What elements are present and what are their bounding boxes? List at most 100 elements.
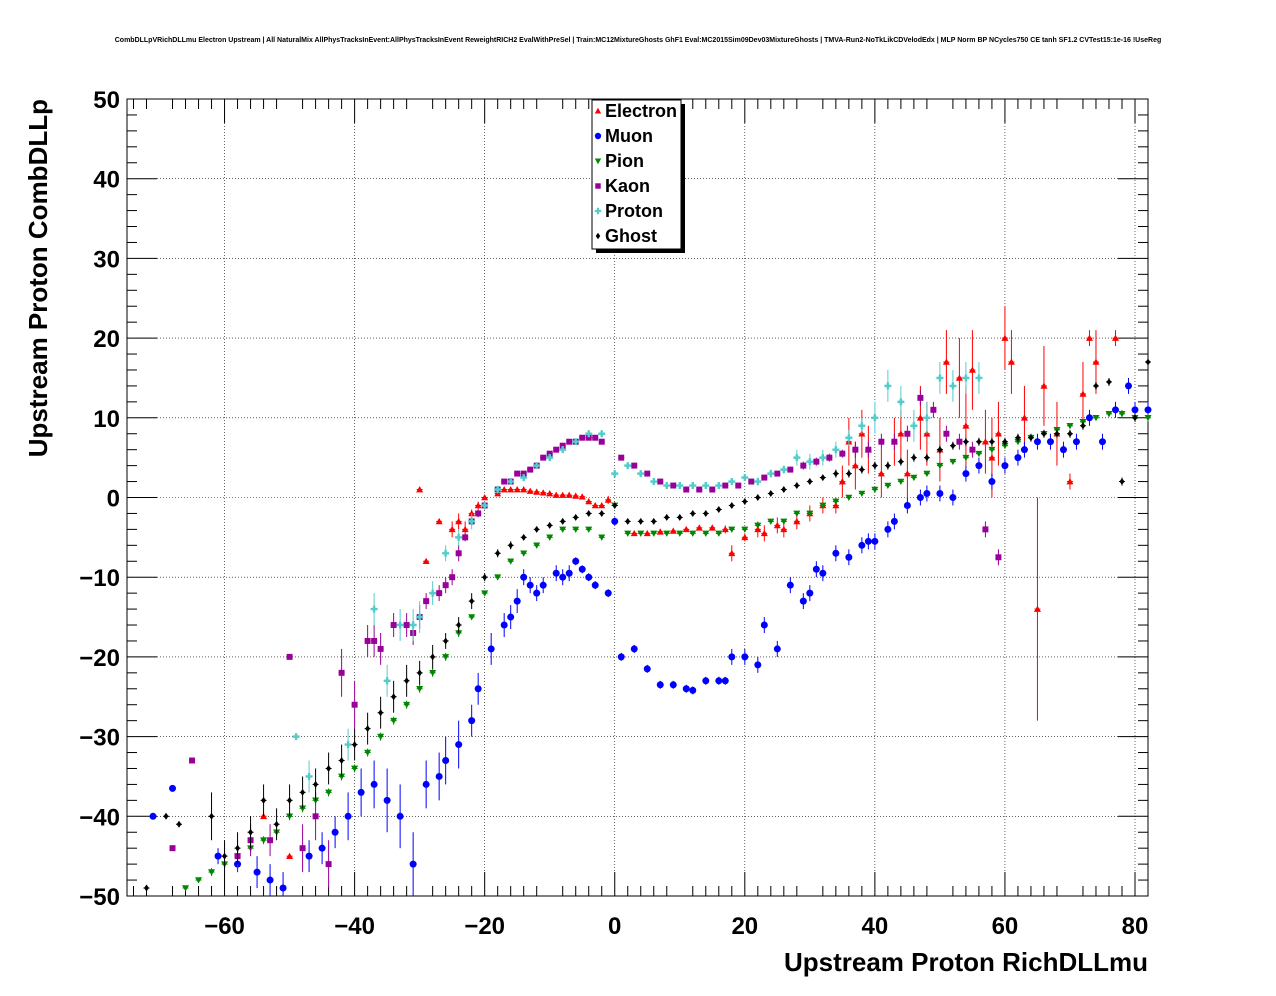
- point-electron: [468, 509, 476, 517]
- point-ghost: [625, 517, 631, 525]
- point-muon: [585, 573, 593, 581]
- point-muon: [435, 772, 443, 780]
- y-tick-label: 10: [93, 406, 120, 433]
- point-kaon: [982, 526, 989, 533]
- x-tick-label: 0: [608, 913, 621, 940]
- point-pion: [572, 526, 580, 533]
- point-electron: [1033, 605, 1041, 612]
- point-ghost: [547, 521, 553, 529]
- point-muon: [214, 852, 222, 860]
- point-ghost: [612, 501, 618, 509]
- point-electron: [559, 491, 567, 498]
- point-pion: [715, 530, 723, 537]
- point-pion: [637, 530, 645, 537]
- point-kaon: [592, 434, 599, 441]
- point-kaon: [455, 550, 462, 557]
- point-kaon: [501, 478, 508, 485]
- point-ghost: [1119, 478, 1125, 486]
- point-proton: [702, 482, 710, 490]
- point-electron: [448, 525, 456, 533]
- point-electron: [533, 488, 541, 495]
- point-proton: [546, 454, 554, 462]
- point-electron: [903, 470, 911, 477]
- point-proton: [754, 478, 762, 486]
- point-muon: [936, 490, 944, 498]
- point-ghost: [326, 764, 332, 772]
- point-pion: [884, 482, 892, 490]
- point-electron: [591, 501, 599, 509]
- point-proton: [572, 438, 580, 446]
- point-kaon: [930, 406, 937, 413]
- point-proton: [598, 430, 606, 438]
- point-muon: [318, 844, 326, 852]
- point-pion: [403, 701, 411, 709]
- x-tick-label: −40: [334, 913, 375, 940]
- point-ghost: [820, 474, 826, 482]
- point-muon: [520, 573, 528, 581]
- point-pion: [481, 590, 489, 597]
- point-muon: [253, 868, 261, 876]
- point-muon: [305, 852, 313, 860]
- point-proton: [533, 462, 541, 470]
- point-muon: [689, 686, 697, 694]
- point-muon: [604, 589, 612, 597]
- point-proton: [416, 613, 424, 621]
- point-electron: [1040, 382, 1048, 389]
- point-muon: [916, 494, 924, 501]
- point-ghost: [1015, 434, 1021, 442]
- point-kaon: [865, 446, 872, 453]
- point-kaon: [800, 462, 807, 469]
- point-electron: [916, 414, 924, 421]
- point-muon: [773, 645, 781, 653]
- point-electron: [455, 517, 463, 525]
- point-electron: [832, 501, 840, 509]
- point-ghost: [248, 828, 254, 836]
- x-tick-label: 80: [1122, 913, 1149, 940]
- point-pion: [351, 765, 359, 772]
- point-kaon: [462, 534, 469, 541]
- point-ghost: [417, 669, 423, 677]
- point-electron: [481, 494, 489, 501]
- point-kaon: [377, 645, 384, 652]
- point-ghost: [1041, 430, 1047, 438]
- series-electron: [260, 306, 1119, 859]
- point-electron: [565, 491, 573, 498]
- x-tick-label: −20: [464, 913, 505, 940]
- point-muon: [396, 812, 404, 820]
- point-pion: [819, 502, 827, 509]
- point-muon: [949, 494, 957, 501]
- point-pion: [208, 869, 216, 876]
- point-kaon: [683, 486, 690, 493]
- point-ghost: [859, 466, 865, 474]
- point-muon: [864, 537, 872, 545]
- point-muon: [1098, 438, 1106, 446]
- point-muon: [487, 645, 495, 653]
- point-pion: [780, 518, 788, 525]
- point-kaon: [598, 438, 605, 445]
- point-pion: [1014, 438, 1022, 446]
- point-pion: [546, 534, 554, 541]
- point-pion: [429, 670, 437, 677]
- point-muon: [1059, 446, 1067, 454]
- point-ghost: [794, 482, 800, 490]
- point-ghost: [560, 517, 566, 525]
- point-proton: [650, 478, 658, 486]
- point-muon: [643, 665, 651, 673]
- point-kaon: [286, 653, 293, 660]
- point-ghost: [287, 796, 293, 804]
- point-muon: [760, 621, 768, 629]
- y-tick-label: 0: [107, 486, 120, 513]
- point-proton: [468, 517, 476, 525]
- point-muon: [559, 573, 567, 581]
- point-electron: [422, 557, 430, 565]
- point-kaon: [299, 845, 306, 852]
- point-electron: [520, 486, 528, 493]
- point-proton: [949, 382, 957, 390]
- legend-marker-proton: [594, 207, 602, 215]
- point-proton: [819, 454, 827, 462]
- point-electron: [780, 525, 788, 533]
- point-pion: [650, 530, 658, 537]
- point-pion: [793, 510, 801, 517]
- point-electron: [851, 462, 859, 469]
- point-kaon: [449, 574, 456, 581]
